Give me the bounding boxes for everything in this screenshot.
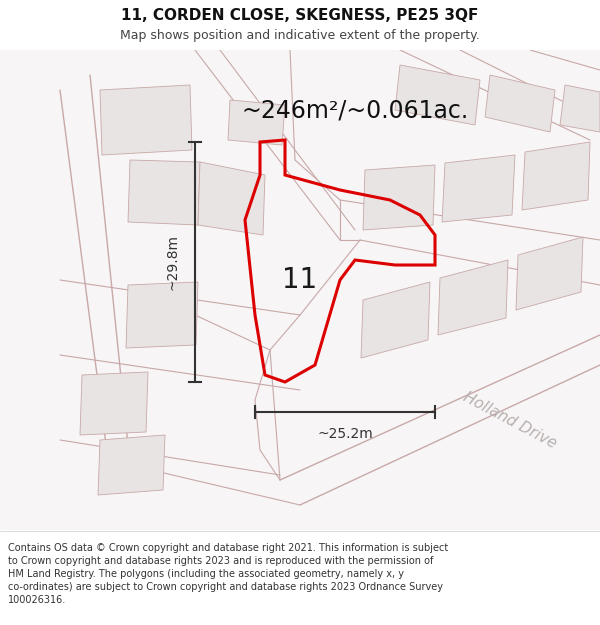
Text: HM Land Registry. The polygons (including the associated geometry, namely x, y: HM Land Registry. The polygons (includin… (8, 569, 404, 579)
Text: ~246m²/~0.061ac.: ~246m²/~0.061ac. (241, 98, 469, 122)
Polygon shape (516, 237, 583, 310)
Polygon shape (198, 162, 265, 235)
Polygon shape (100, 85, 192, 155)
Polygon shape (438, 260, 508, 335)
Polygon shape (395, 65, 480, 125)
Polygon shape (361, 282, 430, 358)
Polygon shape (560, 85, 600, 132)
Polygon shape (485, 75, 555, 132)
Text: co-ordinates) are subject to Crown copyright and database rights 2023 Ordnance S: co-ordinates) are subject to Crown copyr… (8, 582, 443, 592)
Polygon shape (80, 372, 148, 435)
Text: Map shows position and indicative extent of the property.: Map shows position and indicative extent… (120, 29, 480, 41)
Text: Contains OS data © Crown copyright and database right 2021. This information is : Contains OS data © Crown copyright and d… (8, 543, 448, 553)
Text: 11: 11 (283, 266, 317, 294)
Polygon shape (522, 142, 590, 210)
Text: 100026316.: 100026316. (8, 595, 66, 605)
Text: Holland Drive: Holland Drive (461, 389, 559, 451)
Polygon shape (98, 435, 165, 495)
Text: ~25.2m: ~25.2m (317, 427, 373, 441)
Text: 11, CORDEN CLOSE, SKEGNESS, PE25 3QF: 11, CORDEN CLOSE, SKEGNESS, PE25 3QF (121, 8, 479, 22)
Text: ~29.8m: ~29.8m (166, 234, 180, 290)
Polygon shape (228, 100, 285, 145)
Polygon shape (128, 160, 200, 225)
Polygon shape (442, 155, 515, 222)
Polygon shape (126, 282, 198, 348)
Text: to Crown copyright and database rights 2023 and is reproduced with the permissio: to Crown copyright and database rights 2… (8, 556, 433, 566)
Polygon shape (363, 165, 435, 230)
